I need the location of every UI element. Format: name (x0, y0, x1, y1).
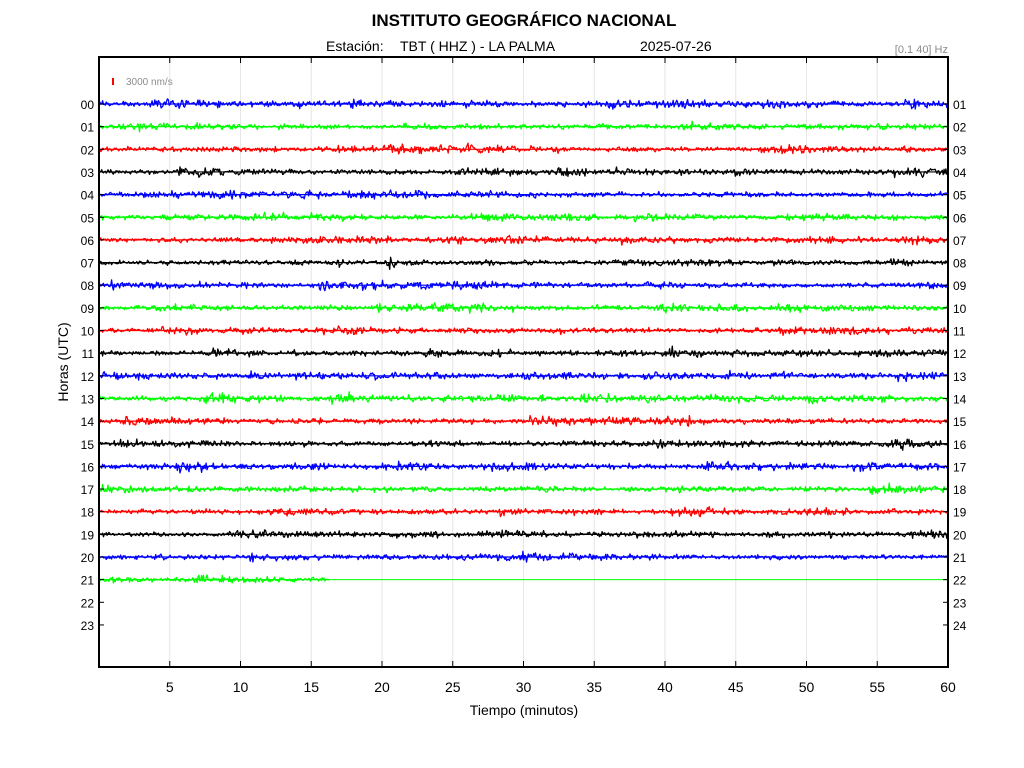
x-tick-label: 15 (303, 679, 319, 695)
hour-label-right: 19 (953, 506, 967, 520)
x-tick-label: 45 (728, 679, 744, 695)
x-tick-label: 25 (445, 679, 461, 695)
hour-label-right: 14 (953, 392, 967, 406)
scale-bar-marker (112, 78, 114, 85)
hour-label-right: 05 (953, 189, 967, 203)
x-tick-label: 40 (657, 679, 673, 695)
seismic-trace-21 (98, 574, 330, 584)
seismic-trace-13 (98, 391, 949, 405)
hour-label-left: 17 (81, 483, 95, 497)
x-tick-label: 50 (799, 679, 815, 695)
hour-label-left: 14 (81, 415, 95, 429)
hour-label-left: 21 (81, 574, 95, 588)
hour-label-right: 11 (953, 325, 966, 339)
hour-label-right: 03 (953, 143, 967, 157)
seismic-trace-03 (98, 166, 949, 179)
seismic-trace-18 (98, 506, 949, 518)
hour-label-left: 13 (81, 392, 95, 406)
hour-label-left: 07 (81, 257, 95, 271)
hour-label-left: 01 (81, 121, 95, 135)
chart-date: 2025-07-26 (640, 38, 712, 54)
hour-label-right: 21 (953, 551, 967, 565)
left-hour-labels: 00 01 02 03 04 05 06 07 08 09 10 11 12 13 14 15 16 17 18 19… (81, 98, 104, 633)
hour-label-left: 04 (81, 189, 95, 203)
x-tick-label: 30 (516, 679, 532, 695)
seismic-trace-12 (98, 369, 948, 383)
hour-label-right: 12 (953, 347, 967, 361)
seismic-trace-02 (98, 142, 949, 155)
seismic-trace-14 (98, 414, 949, 427)
hour-label-right: 08 (953, 257, 967, 271)
hour-label-right: 01 (953, 98, 967, 112)
hour-label-left: 22 (81, 596, 95, 610)
seismic-trace-07 (98, 256, 949, 271)
hour-label-left: 09 (81, 302, 95, 316)
hour-label-right: 16 (953, 438, 967, 452)
hour-label-left: 08 (81, 279, 95, 293)
seismic-trace-01 (98, 120, 949, 133)
grid (169, 57, 878, 667)
hour-label-left: 03 (81, 166, 95, 180)
seismic-trace-20 (98, 550, 949, 563)
seismic-trace-05 (98, 211, 949, 223)
hour-label-left: 16 (81, 460, 95, 474)
hour-label-right: 23 (953, 596, 967, 610)
seismic-trace-06 (98, 234, 948, 246)
hour-label-right: 13 (953, 370, 967, 384)
x-tick-label: 5 (166, 679, 174, 695)
x-tick-label: 55 (869, 679, 885, 695)
x-axis-title: Tiempo (minutos) (470, 702, 578, 718)
seismic-trace-11 (98, 345, 948, 358)
seismic-trace-04 (98, 189, 949, 200)
seismic-trace-19 (98, 529, 949, 539)
seismic-trace-16 (98, 460, 949, 474)
seismic-trace-00 (98, 98, 949, 110)
x-tick-label: 35 (586, 679, 602, 695)
y-axis-title: Horas (UTC) (55, 322, 71, 401)
hour-label-right: 17 (953, 460, 967, 474)
right-hour-labels: 01 02 03 04 05 06 07 08 09 10 11 12 13 14 15 16 17 18 19 20… (943, 98, 967, 633)
seismic-trace-15 (98, 438, 949, 451)
hour-label-left: 23 (81, 619, 95, 633)
hour-label-left: 00 (81, 98, 95, 112)
x-tick-label: 20 (374, 679, 390, 695)
hour-label-right: 18 (953, 483, 967, 497)
hour-label-left: 20 (81, 551, 95, 565)
hour-label-right: 09 (953, 279, 967, 293)
scale-bar-label: 3000 nm/s (126, 77, 173, 88)
hour-label-right: 22 (953, 574, 967, 588)
hour-label-right: 02 (953, 121, 967, 135)
seismic-trace-08 (98, 279, 949, 292)
hour-label-left: 11 (82, 347, 95, 361)
hour-label-right: 10 (953, 302, 967, 316)
chart-title: INSTITUTO GEOGRÁFICO NACIONAL (372, 11, 677, 30)
hour-label-right: 07 (953, 234, 967, 248)
hour-label-left: 02 (81, 143, 95, 157)
hour-label-left: 15 (81, 438, 95, 452)
x-axis: 5 10 15 20 25 30 35 40 45 50 55 60 (166, 57, 956, 695)
hour-label-left: 10 (81, 325, 95, 339)
hour-label-right: 24 (953, 619, 967, 633)
hour-label-left: 12 (81, 370, 95, 384)
traces (98, 98, 949, 584)
seismic-trace-10 (98, 325, 949, 337)
hour-label-right: 15 (953, 415, 967, 429)
seismic-trace-09 (98, 302, 949, 314)
hour-label-left: 06 (81, 234, 95, 248)
hour-label-right: 20 (953, 528, 967, 542)
hour-label-left: 05 (81, 211, 95, 225)
hour-label-left: 18 (81, 506, 95, 520)
x-tick-label: 10 (233, 679, 249, 695)
seismic-trace-17 (98, 482, 949, 496)
hour-label-right: 06 (953, 211, 967, 225)
station-prefix: Estación: (326, 38, 384, 54)
station-name: TBT ( HHZ ) - LA PALMA (400, 38, 556, 54)
filter-band: [0.1 40] Hz (895, 44, 948, 56)
hour-label-right: 04 (953, 166, 967, 180)
x-tick-label: 60 (940, 679, 956, 695)
hour-label-left: 19 (81, 528, 95, 542)
